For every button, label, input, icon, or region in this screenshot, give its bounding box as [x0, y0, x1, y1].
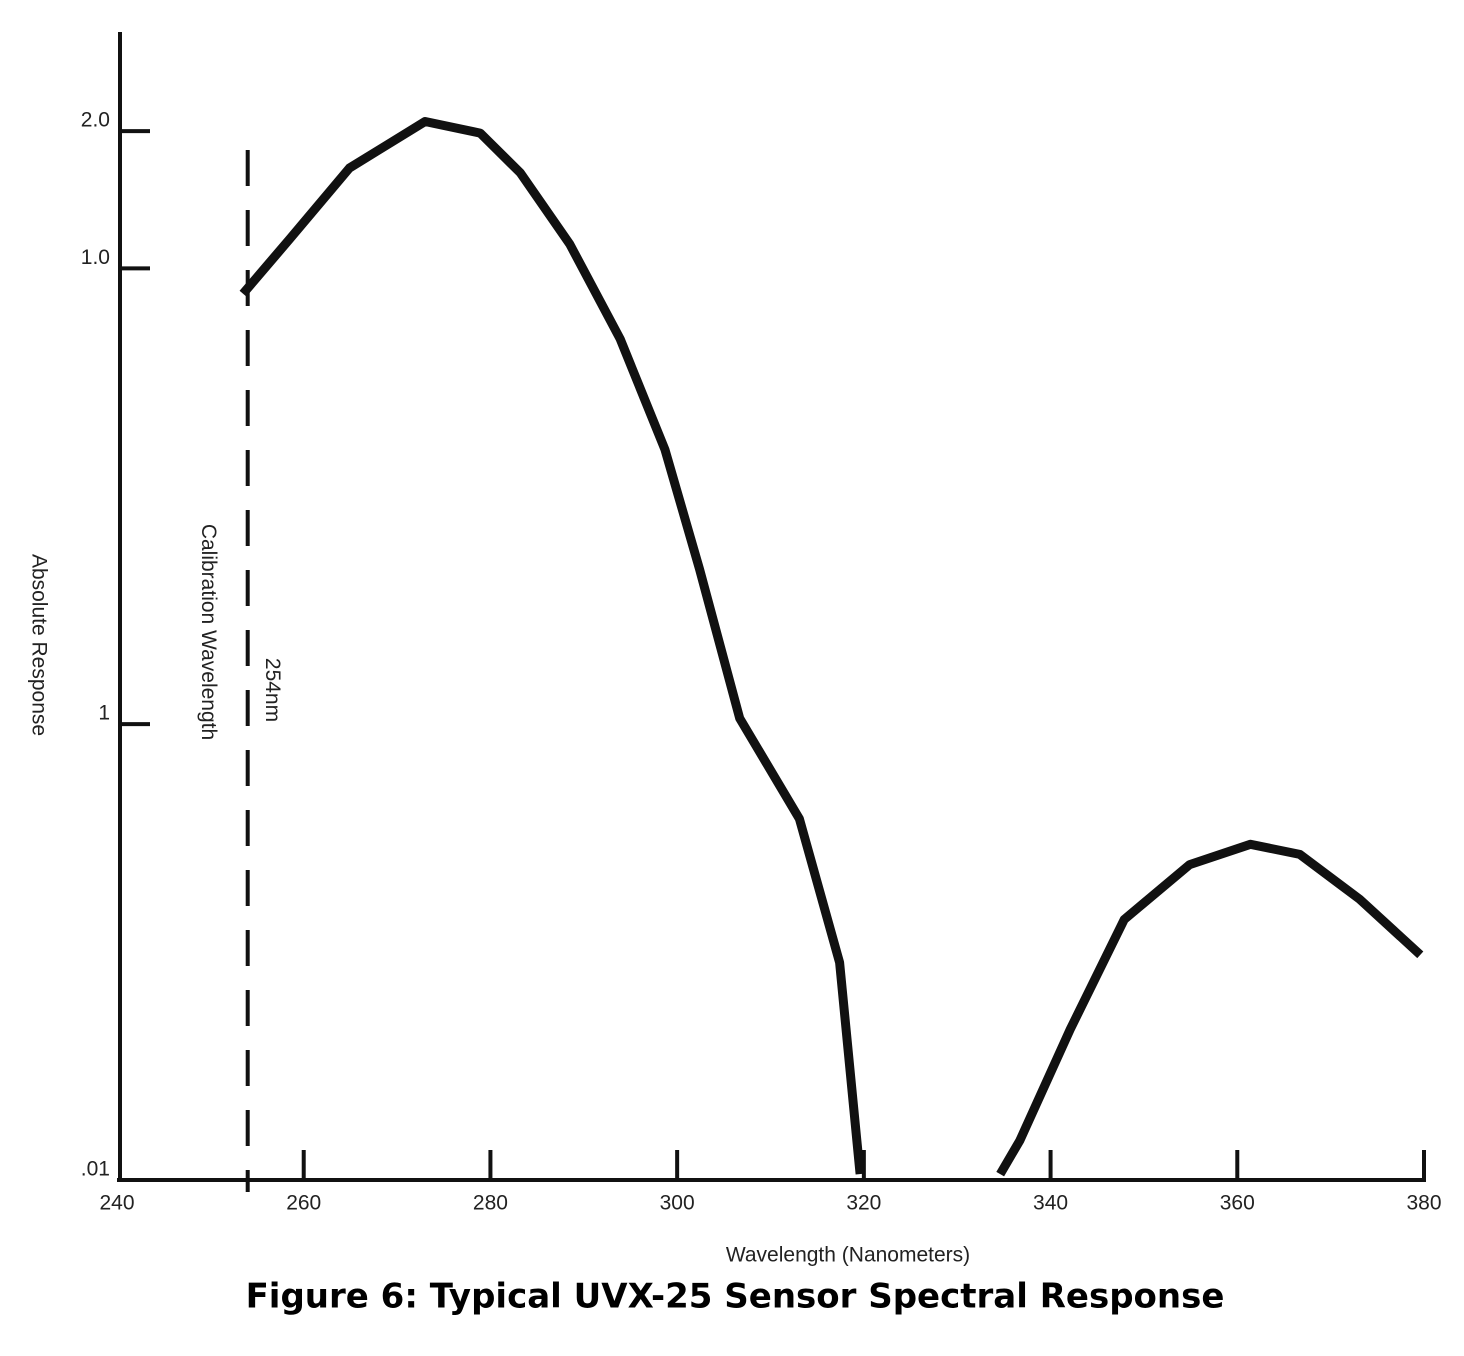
chart-title: Figure 6: Typical UVX-25 Sensor Spectral…: [246, 1277, 1225, 1317]
y-tick-label: 2.0: [81, 109, 110, 132]
y-tick-label: 1.0: [81, 246, 110, 269]
y-tick-label: .01: [81, 1158, 110, 1181]
x-tick-label: 360: [1220, 1192, 1255, 1215]
reference-sublabel: 254nm: [261, 658, 284, 722]
y-tick-label: 1: [98, 702, 110, 725]
x-tick-label: 280: [473, 1192, 508, 1215]
x-tick-label: 260: [286, 1192, 321, 1215]
x-tick-label: 340: [1033, 1192, 1068, 1215]
reference-label: Calibration Wavelength: [197, 524, 220, 740]
response-line: [239, 117, 1424, 1177]
x-tick-label: 240: [99, 1192, 134, 1215]
x-axis-label: Wavelength (Nanometers): [726, 1244, 970, 1267]
x-tick-label: 380: [1406, 1192, 1441, 1215]
y-axis-label: Absolute Response: [27, 554, 50, 736]
x-tick-label: 320: [846, 1192, 881, 1215]
x-tick-label: 300: [660, 1192, 695, 1215]
